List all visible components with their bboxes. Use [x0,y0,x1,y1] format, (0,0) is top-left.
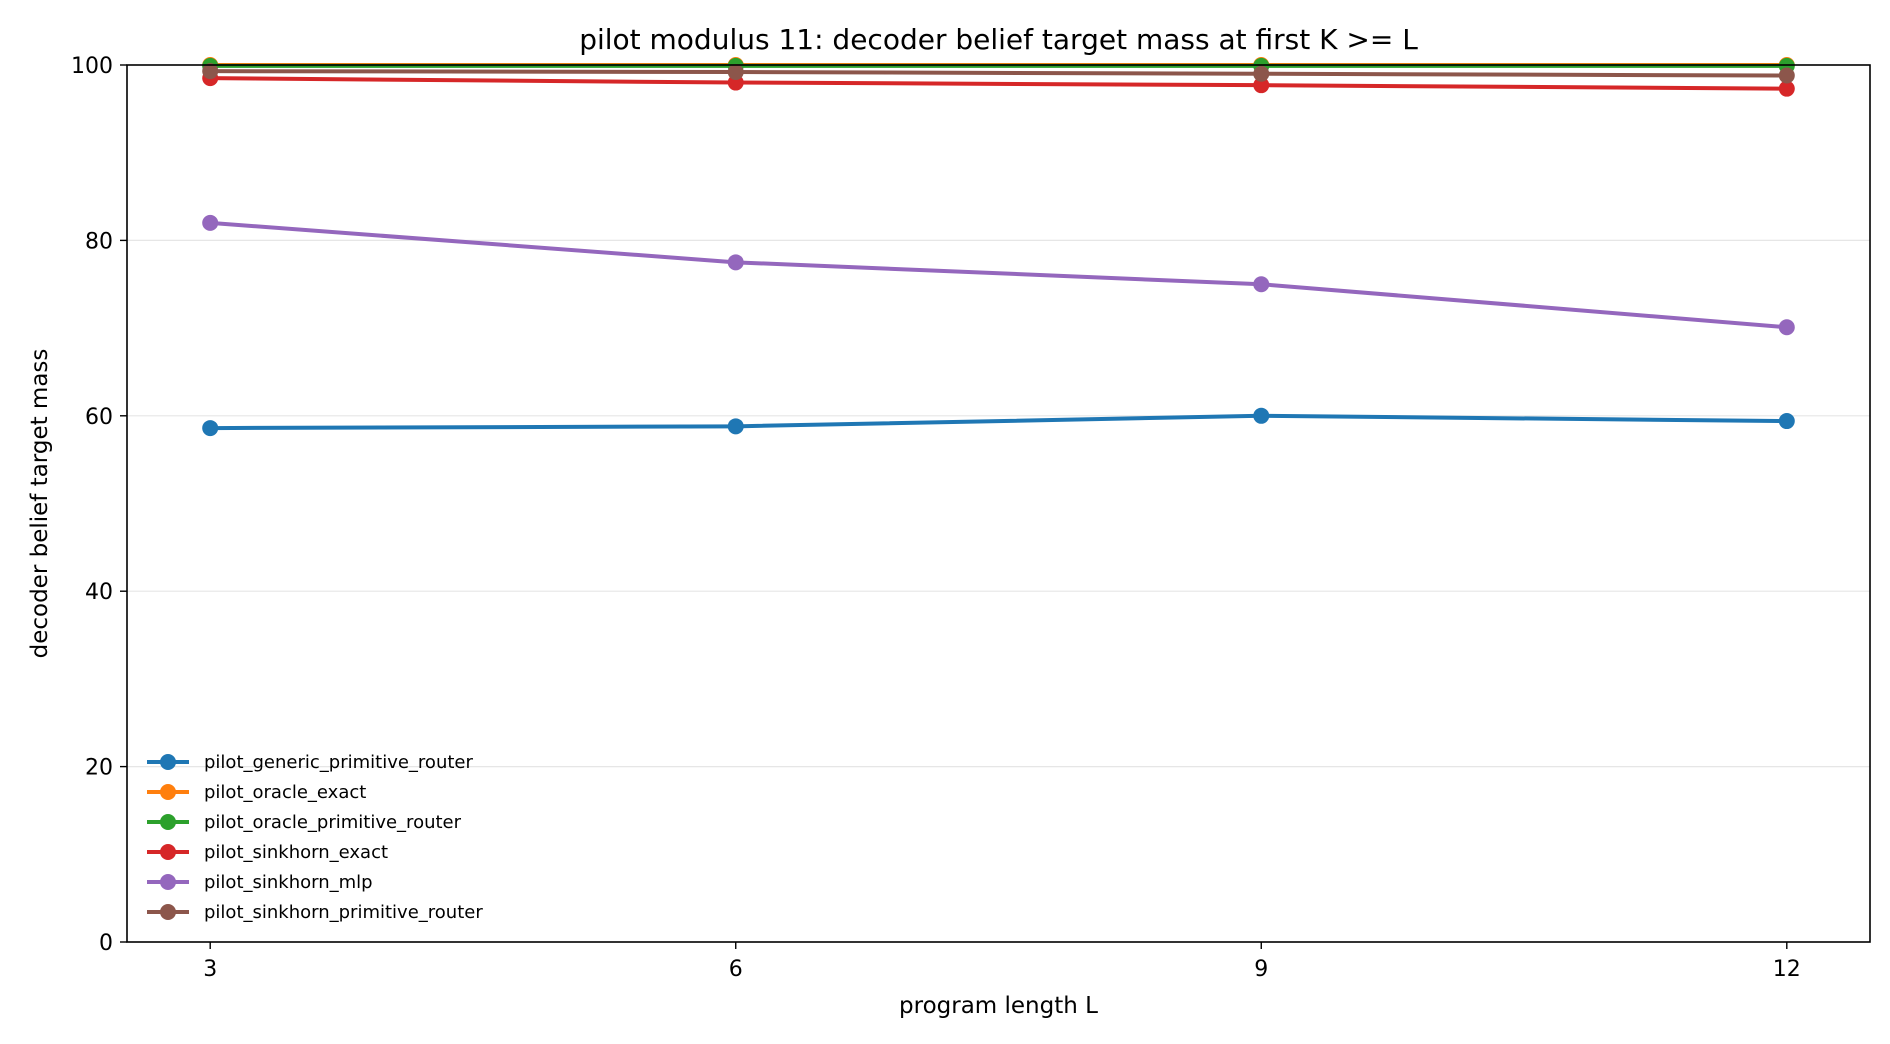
data-point [727,418,744,435]
y-tick-label: 0 [99,931,113,956]
series-line [210,76,1787,91]
legend-marker-swatch [160,904,176,920]
x-tick-label: 9 [1254,957,1268,982]
y-tick-label: 40 [85,580,113,605]
series-line [210,69,1787,78]
legend-marker-swatch [160,874,176,890]
legend-label: pilot_sinkhorn_primitive_router [204,902,483,923]
legend-label: pilot_sinkhorn_exact [204,842,388,863]
legend-item: pilot_generic_primitive_router [147,752,473,773]
series-pilot_generic_primitive_router [202,407,1795,437]
data-point [202,214,219,231]
legend-label: pilot_oracle_exact [204,782,366,803]
y-tick-label: 80 [85,229,113,254]
x-tick-label: 6 [729,957,743,982]
legend-item: pilot_oracle_primitive_router [147,812,462,833]
y-tick-label: 20 [85,756,113,781]
legend-item: pilot_sinkhorn_primitive_router [147,902,483,923]
data-point [1253,276,1270,293]
series-lines [202,57,1795,437]
data-point [1253,407,1270,424]
legend-marker-swatch [160,814,176,830]
legend-item: pilot_sinkhorn_mlp [147,872,373,893]
data-point [1253,65,1270,82]
data-point [1778,67,1795,84]
data-point [202,420,219,437]
legend: pilot_generic_primitive_router pilot_orac… [147,752,483,923]
data-point [1778,319,1795,336]
data-point [1253,77,1270,94]
data-point [727,254,744,271]
legend-marker-swatch [160,754,176,770]
series-line [210,413,1787,431]
y-axis-label: decoder belief target mass [27,349,53,659]
x-tick-label: 12 [1773,957,1801,982]
y-tick-label: 60 [85,405,113,430]
x-axis-label: program length L [899,993,1098,1019]
legend-label: pilot_sinkhorn_mlp [204,872,373,893]
plot-area-frame [126,64,1871,943]
axis-ticks: 0 20 40 60 80 100 3 6 9 12 [71,54,1801,982]
data-point [202,63,219,80]
legend-label: pilot_generic_primitive_router [204,752,473,773]
y-tick-label: 100 [71,54,113,79]
legend-item: pilot_sinkhorn_exact [147,842,388,863]
data-point [727,64,744,81]
series-line [210,220,1787,330]
grid-lines [127,239,1870,768]
legend-marker-swatch [160,784,176,800]
chart-title: pilot modulus 11: decoder belief target … [579,23,1418,56]
series-pilot_sinkhorn_mlp [202,214,1795,336]
legend-label: pilot_oracle_primitive_router [204,812,462,833]
legend-marker-swatch [160,844,176,860]
series-pilot_sinkhorn_primitive_router [202,63,1795,84]
x-tick-label: 3 [203,957,217,982]
data-point [1778,80,1795,97]
legend-item: pilot_oracle_exact [147,782,366,803]
data-point [1778,413,1795,430]
